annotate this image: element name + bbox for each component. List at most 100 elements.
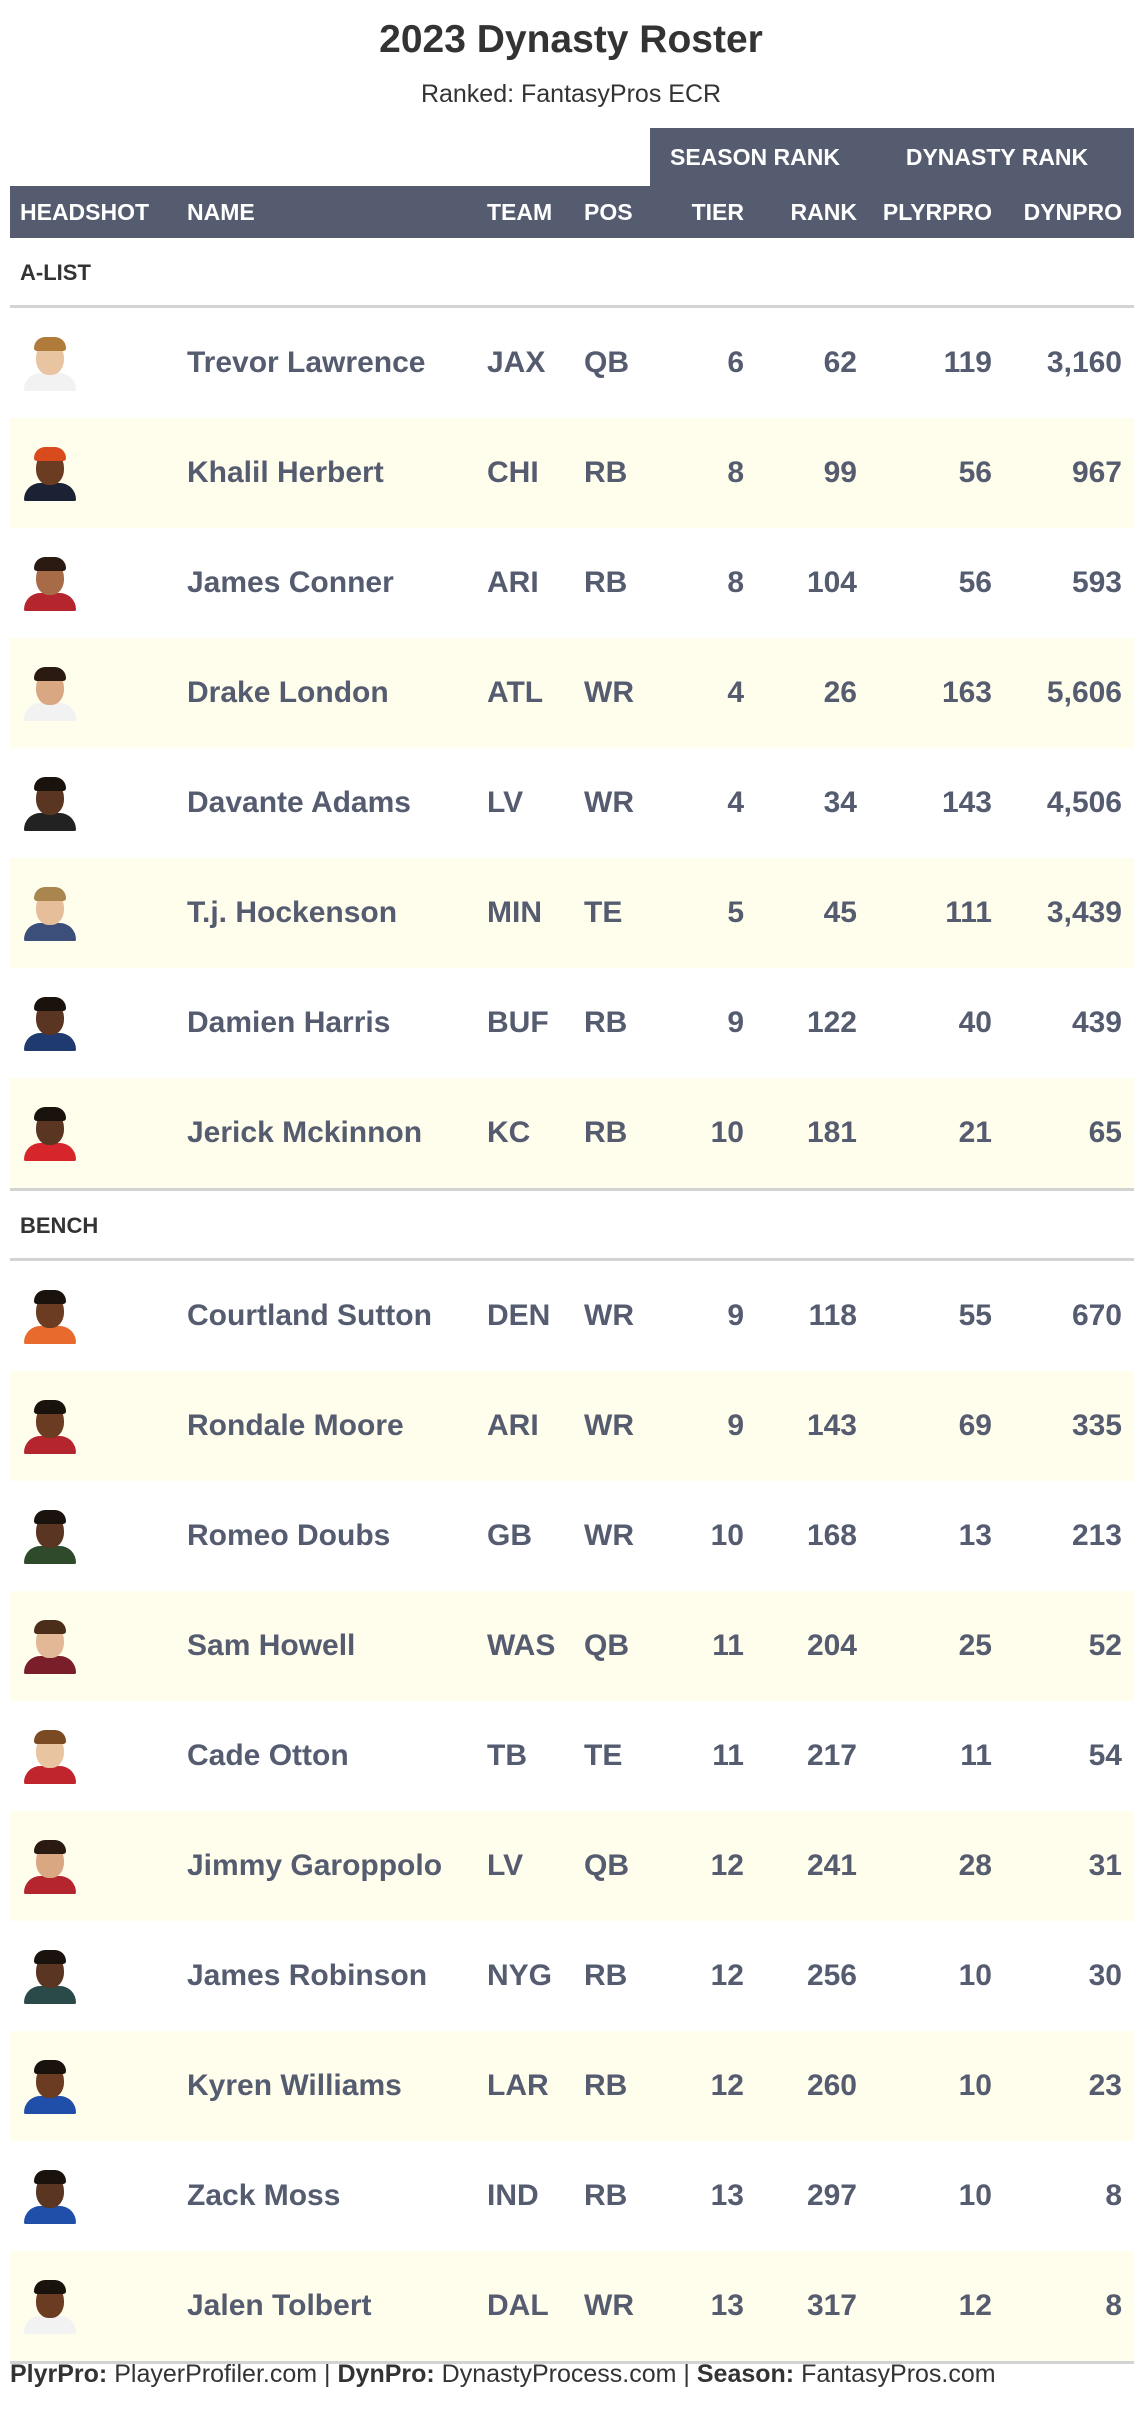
table-row: Drake London ATL WR 4 26 163 5,606: [10, 638, 1134, 748]
plyrpro-rank: 143: [941, 786, 992, 819]
player-name: Courtland Sutton: [187, 1299, 432, 1332]
player-pos: TE: [584, 896, 623, 929]
season-tier: 5: [727, 896, 744, 929]
source-footer: PlyrPro: PlayerProfiler.com | DynPro: Dy…: [10, 2360, 1134, 2389]
plyrpro-rank: 12: [958, 2289, 992, 2322]
plyrpro-rank: 111: [945, 896, 992, 929]
player-pos: QB: [584, 1629, 629, 1662]
player-name: Khalil Herbert: [187, 456, 384, 489]
player-pos: WR: [584, 1299, 634, 1332]
plyrpro-rank: 25: [958, 1629, 992, 1662]
table-row: Damien Harris BUF RB 9 122 40 439: [10, 968, 1134, 1078]
dynpro-value: 670: [1071, 1299, 1122, 1332]
season-tier: 10: [710, 1519, 744, 1552]
dynpro-value: 967: [1071, 456, 1122, 489]
season-tier: 6: [727, 346, 744, 379]
table-header: HEADSHOT NAME TEAM POS TIER RANK PLYRPRO…: [10, 186, 1134, 238]
player-headshot: [22, 1838, 78, 1894]
season-rank: 256: [806, 1959, 857, 1992]
player-headshot: [22, 555, 78, 611]
player-team: ARI: [487, 566, 539, 599]
player-headshot: [22, 1618, 78, 1674]
player-pos: RB: [584, 2179, 628, 2212]
player-pos: TE: [584, 1739, 623, 1772]
player-pos: WR: [584, 2289, 634, 2322]
player-pos: WR: [584, 1409, 634, 1442]
player-name: Damien Harris: [187, 1006, 391, 1039]
col-header-tier: TIER: [691, 199, 744, 225]
dynpro-value: 65: [1088, 1116, 1122, 1149]
season-rank-spanner: SEASON RANK: [650, 128, 860, 186]
dynpro-value: 4,506: [1046, 786, 1122, 819]
player-headshot: [22, 1105, 78, 1161]
plyrpro-rank: 56: [958, 566, 992, 599]
table-row: Trevor Lawrence JAX QB 6 62 119 3,160: [10, 308, 1134, 418]
player-team: JAX: [487, 346, 546, 379]
player-team: KC: [487, 1116, 531, 1149]
season-tier: 12: [710, 1849, 744, 1882]
season-rank: 181: [806, 1116, 857, 1149]
player-pos: WR: [584, 676, 634, 709]
footer-dyn-label: DynPro:: [337, 2360, 435, 2388]
season-tier: 13: [710, 2289, 744, 2322]
player-team: DEN: [487, 1299, 551, 1332]
plyrpro-rank: 163: [941, 676, 992, 709]
dynpro-value: 8: [1105, 2179, 1122, 2212]
plyrpro-rank: 10: [958, 2179, 992, 2212]
player-headshot: [22, 2058, 78, 2114]
footer-season-value: FantasyPros.com: [801, 2360, 996, 2388]
player-team: ATL: [487, 676, 544, 709]
page-subtitle: Ranked: FantasyPros ECR: [420, 80, 722, 108]
plyrpro-rank: 69: [958, 1409, 992, 1442]
season-rank: 99: [823, 456, 857, 489]
player-pos: WR: [584, 786, 634, 819]
table-row: Jerick Mckinnon KC RB 10 181 21 65: [10, 1078, 1134, 1188]
group-label: BENCH: [20, 1213, 99, 1238]
player-pos: RB: [584, 2069, 628, 2102]
season-tier: 4: [727, 786, 744, 819]
season-rank: 317: [806, 2289, 857, 2322]
plyrpro-rank: 28: [958, 1849, 992, 1882]
player-pos: RB: [584, 1959, 628, 1992]
table-row: Rondale Moore ARI WR 9 143 69 335: [10, 1371, 1134, 1481]
dynpro-value: 439: [1071, 1006, 1122, 1039]
footer-season-label: Season:: [696, 2360, 795, 2388]
season-rank: 104: [806, 566, 857, 599]
table-row: Davante Adams LV WR 4 34 143 4,506: [10, 748, 1134, 858]
season-rank: 62: [823, 346, 857, 379]
season-tier: 12: [710, 1959, 744, 1992]
player-name: James Conner: [187, 566, 394, 599]
dynpro-value: 30: [1088, 1959, 1122, 1992]
player-pos: RB: [584, 1116, 628, 1149]
player-name: Romeo Doubs: [187, 1519, 391, 1552]
season-tier: 10: [710, 1116, 744, 1149]
plyrpro-rank: 10: [958, 1959, 992, 1992]
footer-plyr-value: PlayerProfiler.com: [114, 2360, 318, 2388]
player-team: DAL: [487, 2289, 549, 2322]
season-rank: 168: [806, 1519, 857, 1552]
player-pos: RB: [584, 566, 628, 599]
player-headshot: [22, 1728, 78, 1784]
table-row: James Conner ARI RB 8 104 56 593: [10, 528, 1134, 638]
season-rank: 143: [806, 1409, 857, 1442]
player-team: LV: [487, 786, 524, 819]
col-header-name: NAME: [187, 199, 255, 225]
col-header-plyrpro: PLYRPRO: [882, 199, 992, 225]
season-rank: 204: [806, 1629, 857, 1662]
table-row: Cade Otton TB TE 11 217 11 54: [10, 1701, 1134, 1811]
season-tier: 12: [710, 2069, 744, 2102]
player-name: Drake London: [187, 676, 389, 709]
dynpro-value: 3,439: [1046, 896, 1122, 929]
plyrpro-rank: 55: [958, 1299, 992, 1332]
table-row: Jimmy Garoppolo LV QB 12 241 28 31: [10, 1811, 1134, 1921]
dynpro-value: 8: [1105, 2289, 1122, 2322]
player-headshot: [22, 885, 78, 941]
dynpro-value: 213: [1071, 1519, 1122, 1552]
season-rank: 122: [806, 1006, 857, 1039]
season-tier: 13: [710, 2179, 744, 2212]
group-divider: [10, 1258, 1134, 1261]
col-header-pos: POS: [584, 199, 633, 225]
player-name: T.j. Hockenson: [187, 896, 398, 929]
page-title: 2023 Dynasty Roster: [379, 18, 763, 61]
col-header-headshot: HEADSHOT: [20, 199, 150, 225]
